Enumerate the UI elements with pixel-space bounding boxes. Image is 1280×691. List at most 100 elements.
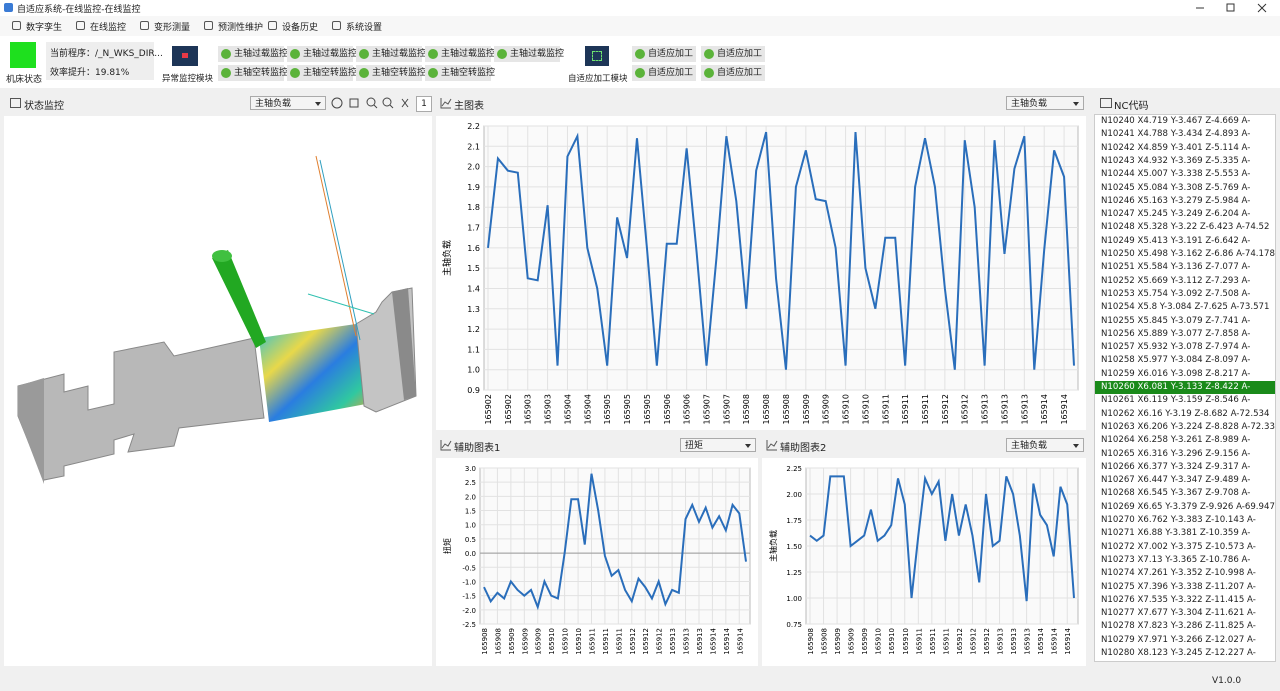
nc-line[interactable]: N10256 X5.889 Y-3.077 Z-7.858 A-73.348 [1095,328,1276,341]
nc-line[interactable]: N10244 X5.007 Y-3.338 Z-5.553 A-75.297 [1095,168,1276,181]
y-tick-label: -0.5 [462,564,476,572]
status-select[interactable]: 主轴负载 [250,96,326,110]
x-tick-label: 165913 [997,628,1005,655]
nc-line[interactable]: N10261 X6.119 Y-3.159 Z-8.546 A-72.701 [1095,394,1276,407]
nc-line[interactable]: N10277 X7.677 Y-3.304 Z-11.621 A-64.48 [1095,607,1276,620]
nc-line[interactable]: N10251 X5.584 Y-3.136 Z-7.077 A-74.012 [1095,261,1276,274]
nc-line[interactable]: N10279 X7.971 Y-3.266 Z-12.027 A-62.98 [1095,634,1276,647]
nc-line[interactable]: N10242 X4.859 Y-3.401 Z-5.114 A-75.775 [1095,142,1276,155]
main-chart-select[interactable]: 主轴负载 [1006,96,1084,110]
adaptive-module-label: 自适应加工模块 [568,72,628,84]
anomaly-button[interactable]: 主轴过载监控 [287,46,353,62]
menu-item[interactable]: 在线监控 [76,20,126,33]
nc-line[interactable]: N10248 X5.328 Y-3.22 Z-6.423 A-74.52 C [1095,221,1276,234]
nc-line[interactable]: N10257 X5.932 Y-3.078 Z-7.974 A-73.243 [1095,341,1276,354]
nc-line[interactable]: N10262 X6.16 Y-3.19 Z-8.682 A-72.534 C [1095,408,1276,421]
nc-line[interactable]: N10265 X6.316 Y-3.296 Z-9.156 A-71.771 [1095,448,1276,461]
nc-line[interactable]: N10259 X6.016 Y-3.098 Z-8.217 A-73.036 [1095,368,1276,381]
adaptive-button[interactable]: 自适应加工 [632,65,696,81]
nc-line[interactable]: N10274 X7.261 Y-3.352 Z-10.998 A-66.67 [1095,567,1276,580]
nc-line[interactable]: N10254 X5.8 Y-3.084 Z-7.625 A-73.571 C [1095,301,1276,314]
x-tick-label: 165914 [709,627,717,654]
nc-line[interactable]: N10255 X5.845 Y-3.079 Z-7.741 A-73.458 [1095,315,1276,328]
nc-line[interactable]: N10270 X6.762 Y-3.383 Z-10.143 A-69.34 [1095,514,1276,527]
nc-line[interactable]: N10273 X7.13 Y-3.365 Z-10.786 A-67.372 [1095,554,1276,567]
nc-line[interactable]: N10263 X6.206 Y-3.224 Z-8.828 A-72.33 C [1095,421,1276,434]
y-tick-label: 1.0 [465,522,476,530]
anomaly-icon[interactable] [172,46,198,66]
nc-line[interactable]: N10243 X4.932 Y-3.369 Z-5.335 A-75.523 [1095,155,1276,168]
nc-line[interactable]: N10271 X6.88 Y-3.381 Z-10.359 A-68.711 [1095,527,1276,540]
y-tick-label: 0.75 [786,621,802,629]
x-tick-label: 165912 [969,628,977,655]
menu-item[interactable]: 预测性维护 [204,20,263,33]
main-chart-header: 主图表 主轴负载 [436,92,1086,114]
menu-item[interactable]: 数字孪生 [12,20,62,33]
path-line [316,156,356,336]
restore[interactable] [1227,4,1234,11]
nc-line[interactable]: N10241 X4.788 Y-3.434 Z-4.893 A-76.062 [1095,128,1276,141]
close[interactable] [1258,4,1266,12]
tool-holder [212,250,232,262]
nc-line[interactable]: N10260 X6.081 Y-3.133 Z-8.422 A-72.835 [1095,381,1276,394]
status-panel-header: 状态监控 主轴负载 1 [4,92,432,114]
nc-line[interactable]: N10275 X7.396 Y-3.338 Z-11.207 A-65.95 [1095,581,1276,594]
menu-item[interactable]: 设备历史 [268,20,318,33]
anomaly-button[interactable]: 主轴过载监控 [425,46,491,62]
x-tick-label: 165910 [888,628,896,655]
nc-line[interactable]: N10268 X6.545 Y-3.367 Z-9.708 A-70.519 [1095,487,1276,500]
y-tick-label: 1.7 [467,224,480,233]
y-tick-label: 3.0 [465,465,476,473]
path-line [308,294,374,314]
adaptive-button[interactable]: 自适应加工 [632,46,696,62]
anomaly-button[interactable]: 主轴空转监控 [218,65,284,81]
zoom-input[interactable]: 1 [416,96,432,112]
x-tick-label: 165911 [881,394,890,425]
nc-line[interactable]: N10269 X6.65 Y-3.379 Z-9.926 A-69.947 C [1095,501,1276,514]
window-controls[interactable] [1190,0,1280,16]
nc-line[interactable]: N10276 X7.535 Y-3.322 Z-11.415 A-65.22 [1095,594,1276,607]
nc-line[interactable]: N10267 X6.447 Y-3.347 Z-9.489 A-71.055 [1095,474,1276,487]
nc-title: NC代码 [1114,97,1148,112]
menu-item[interactable]: 系统设置 [332,20,382,33]
y-tick-label: 2.1 [467,142,480,151]
anomaly-button[interactable]: 主轴过载监控 [218,46,284,62]
view-tools[interactable] [330,96,410,110]
panel-icon [10,98,21,108]
nc-line[interactable]: N10280 X8.123 Y-3.245 Z-12.227 A-62.23 [1095,647,1276,660]
adaptive-button[interactable]: 自适应加工 [701,65,765,81]
menu-icon [268,21,277,30]
nc-line[interactable]: N10250 X5.498 Y-3.162 Z-6.86 A-74.178 C [1095,248,1276,261]
anomaly-button[interactable]: 主轴空转监控 [287,65,353,81]
x-tick-label: 165914 [723,627,731,654]
anomaly-button[interactable]: 主轴过载监控 [356,46,422,62]
panel-icon [1100,98,1112,108]
nc-line[interactable]: N10247 X5.245 Y-3.249 Z-6.204 A-74.701 [1095,208,1276,221]
nc-line[interactable]: N10245 X5.084 Y-3.308 Z-5.769 A-75.088 [1095,182,1276,195]
adaptive-button[interactable]: 自适应加工 [701,46,765,62]
y-tick-label: 0.0 [465,550,476,558]
nc-line[interactable]: N10278 X7.823 Y-3.286 Z-11.825 A-63.73 [1095,620,1276,633]
anomaly-button[interactable]: 主轴空转监控 [425,65,491,81]
aux-chart-2-select[interactable]: 主轴负载 [1006,438,1084,452]
x-tick-label: 165912 [983,628,991,655]
adaptive-icon[interactable] [585,46,609,66]
anomaly-button[interactable]: 主轴空转监控 [356,65,422,81]
aux-chart-2-title: 辅助图表2 [780,439,826,454]
nc-line[interactable]: N10253 X5.754 Y-3.092 Z-7.508 A-73.677 [1095,288,1276,301]
3d-view[interactable] [4,116,432,666]
nc-line[interactable]: N10240 X4.719 Y-3.467 Z-4.669 A-76.396 [1095,115,1276,128]
nc-line[interactable]: N10252 X5.669 Y-3.112 Z-7.293 A-73.844 [1095,275,1276,288]
nc-line[interactable]: N10264 X6.258 Y-3.261 Z-8.989 A-72.072 [1095,434,1276,447]
path-line [320,160,360,340]
nc-line[interactable]: N10258 X5.977 Y-3.084 Z-8.097 A-73.138 [1095,354,1276,367]
nc-line[interactable]: N10272 X7.002 Y-3.375 Z-10.573 A-68.05 [1095,541,1276,554]
nc-line[interactable]: N10246 X5.163 Y-3.279 Z-5.984 A-74.892 [1095,195,1276,208]
menu-item[interactable]: 变形测量 [140,20,190,33]
aux-chart-1-select[interactable]: 扭矩 [680,438,756,452]
x-tick-label: 165909 [535,628,543,655]
anomaly-button[interactable]: 主轴过载监控 [494,46,560,62]
nc-line[interactable]: N10266 X6.377 Y-3.324 Z-9.317 A-71.443 [1095,461,1276,474]
y-tick-label: 0.5 [465,536,476,544]
nc-line[interactable]: N10249 X5.413 Y-3.191 Z-6.642 A-74.346 [1095,235,1276,248]
